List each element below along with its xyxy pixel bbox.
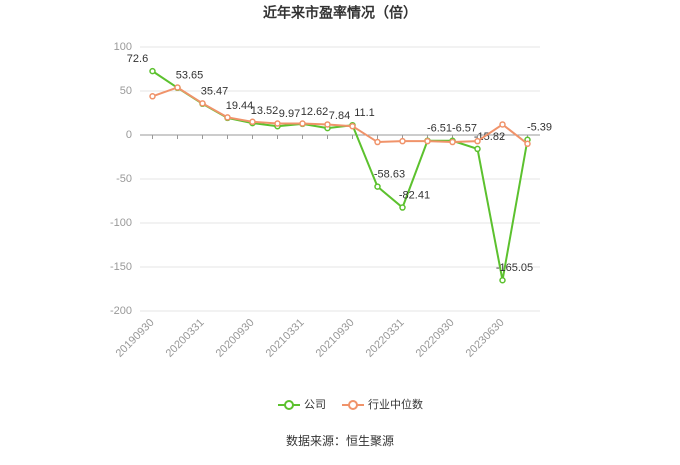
point (149, 93, 156, 100)
point (499, 121, 506, 128)
legend-label: 行业中位数 (368, 397, 423, 411)
x-tick-label: 20210930 (314, 317, 357, 360)
data-label: 13.52 (251, 105, 279, 117)
data-label: 12.62 (301, 106, 329, 118)
data-label: -5.39 (527, 122, 552, 134)
point (399, 204, 406, 211)
point (474, 145, 481, 153)
data-label: 72.6 (127, 53, 148, 65)
y-tick-label: 50 (120, 85, 132, 97)
x-tick-label: 20200331 (164, 317, 207, 360)
data-label: -6.57 (452, 123, 477, 135)
line (151, 70, 529, 281)
chart-title: 近年来市盈率情况（倍） (263, 5, 417, 21)
point (449, 138, 456, 146)
x-tick-label: 20210331 (264, 317, 307, 360)
point (374, 183, 381, 190)
x-tick-label: 20220930 (414, 317, 457, 360)
point (374, 138, 381, 146)
point (249, 118, 256, 126)
point (274, 120, 281, 127)
y-tick-label: -100 (110, 217, 132, 229)
data-label: 9.97 (279, 108, 300, 120)
y-tick-label: -150 (110, 261, 132, 273)
data-label: -15.82 (474, 131, 505, 143)
legend-marker (284, 400, 294, 410)
point (324, 121, 331, 128)
legend-label: 公司 (304, 399, 326, 411)
data-label: -82.41 (399, 189, 430, 201)
x-tick-label: 20220331 (364, 317, 407, 360)
point (174, 84, 181, 91)
point (424, 137, 431, 145)
data-label: 11.1 (354, 107, 375, 119)
point (349, 122, 356, 130)
point (399, 137, 406, 145)
x-tick-label: 20200930 (214, 317, 257, 360)
point (499, 276, 506, 284)
point (474, 137, 481, 145)
point (224, 114, 231, 121)
data-label: 53.65 (176, 70, 204, 82)
data-label: 35.47 (201, 86, 229, 98)
data-label: -6.51 (427, 123, 452, 135)
data-label: 19.44 (226, 100, 254, 112)
x-tick-label: 20230630 (464, 317, 507, 360)
x-tick-label: 20190930 (114, 317, 157, 360)
point (149, 67, 156, 75)
point (299, 120, 306, 127)
line (152, 86, 529, 145)
y-tick-label: -50 (116, 173, 132, 185)
y-tick-label: -200 (110, 305, 132, 317)
y-tick-label: 0 (126, 129, 132, 141)
point (199, 100, 206, 107)
data-label: -165.05 (496, 262, 533, 274)
point (524, 140, 531, 148)
legend-marker (348, 400, 358, 410)
data-label: -58.63 (374, 169, 405, 181)
y-tick-label: 100 (114, 41, 132, 53)
data-label: 7.84 (329, 110, 350, 122)
source: 数据来源：恒生聚源 (286, 433, 394, 448)
